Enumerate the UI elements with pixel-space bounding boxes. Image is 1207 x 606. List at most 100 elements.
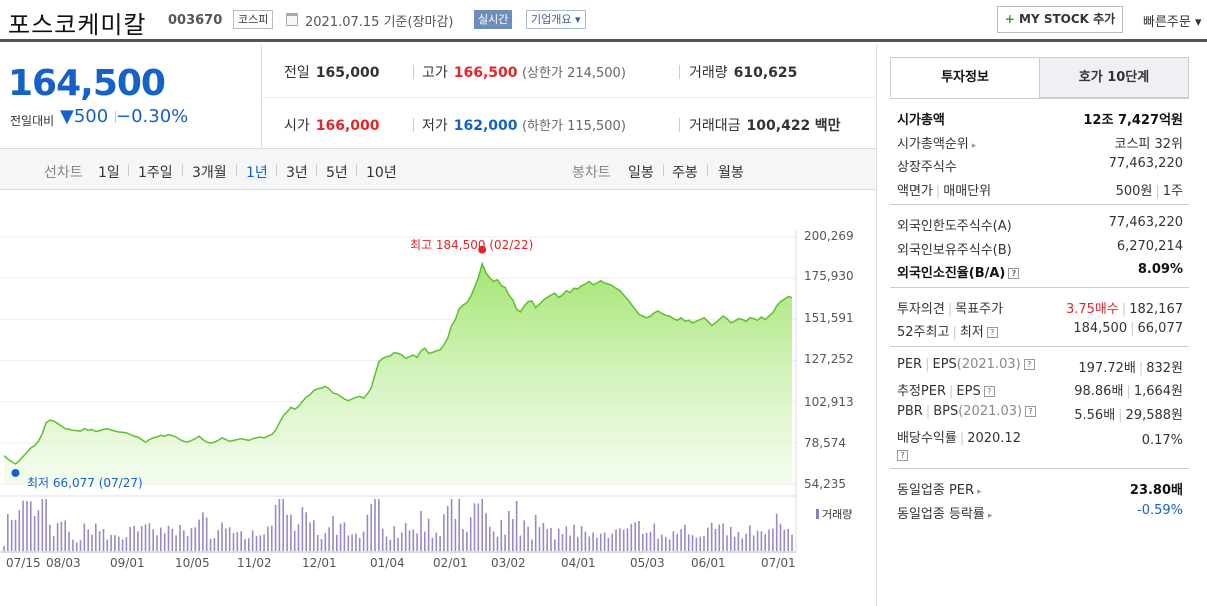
help-icon[interactable]: ?	[1023, 358, 1035, 370]
volume-bar	[496, 536, 499, 551]
info-value-text: 197.72배	[1078, 360, 1136, 376]
info-value: 0.17%	[1141, 433, 1183, 448]
divider	[262, 97, 876, 98]
volume-bar	[642, 533, 644, 551]
volume-bar	[144, 524, 147, 551]
x-tick-label: 02/01	[433, 556, 468, 570]
info-row-sector-change[interactable]: 동일업종 등락률 ▸ -0.59%	[890, 499, 1189, 523]
volume-bar	[733, 536, 736, 551]
volume-bar	[707, 527, 709, 551]
add-my-stock-button[interactable]: + MY STOCK 추가	[997, 6, 1123, 33]
info-value-text: -0.59%	[1137, 502, 1183, 518]
info-label: 외국인소진율(B/A)?	[897, 262, 1020, 281]
info-label: 동일업종 PER ▸	[897, 479, 982, 498]
volume-bar	[251, 530, 254, 552]
volume-bar	[752, 535, 755, 551]
period-10y-tab[interactable]: 10년	[366, 165, 397, 181]
help-icon[interactable]: ?	[1025, 405, 1037, 417]
info-label: 외국인한도주식수(A)	[897, 219, 1012, 234]
volume-bar	[267, 526, 269, 551]
info-label: 시가총액순위 ▸	[897, 133, 976, 152]
volume-bar	[531, 539, 533, 551]
realtime-button[interactable]: 실시간	[474, 10, 513, 29]
divider: |	[925, 356, 930, 372]
volume-bar	[60, 521, 63, 551]
volume-bar	[163, 533, 166, 551]
x-tick-label: 07/15	[6, 556, 41, 570]
divider: |	[959, 431, 965, 446]
info-row-sector-per[interactable]: 동일업종 PER ▸ 23.80배	[890, 475, 1189, 499]
tab-order-book[interactable]: 호가 10단계	[1039, 57, 1189, 98]
volume-bar	[561, 534, 564, 551]
candle-weekly-tab[interactable]: 주봉	[672, 165, 698, 181]
help-icon[interactable]: ?	[1008, 268, 1020, 279]
volume-bar	[397, 537, 399, 551]
volume-bar	[668, 539, 671, 551]
volume-bar	[424, 531, 426, 551]
y-tick-label: 175,930	[804, 269, 854, 283]
company-overview-button[interactable]: 기업개요 ▾	[526, 10, 586, 29]
volume-bar	[282, 499, 284, 551]
volume-bar	[33, 516, 36, 551]
info-label-text: 투자의견	[897, 301, 945, 317]
info-row-cap-rank[interactable]: 시가총액순위 ▸ 코스피 32위	[890, 129, 1189, 153]
change-percent: −0.30%	[116, 106, 189, 127]
volume-bar	[672, 531, 675, 551]
market-badge: 코스피	[233, 10, 274, 29]
volume-bar	[160, 527, 162, 551]
x-tick-label: 08/03	[46, 556, 81, 570]
volume-bar	[772, 528, 774, 551]
y-tick-label: 54,235	[804, 477, 846, 491]
volume-bar	[217, 530, 219, 551]
volume-bar	[684, 524, 686, 551]
candle-daily-tab[interactable]: 일봉	[628, 165, 654, 181]
volume-bar	[527, 526, 529, 551]
volume-bar	[3, 546, 5, 551]
volume-bar	[225, 528, 227, 551]
period-5y-tab[interactable]: 5년	[326, 165, 348, 181]
volume-bar	[599, 533, 602, 551]
info-label-text: PBR	[897, 403, 923, 419]
volume-bar	[596, 537, 598, 551]
volume-bar	[18, 510, 21, 551]
help-icon[interactable]: ?	[983, 386, 995, 397]
volume-bar	[148, 523, 151, 551]
volume-bar	[630, 523, 633, 551]
info-label: 52주최고 | 최저?	[897, 321, 998, 340]
help-icon[interactable]: ?	[897, 450, 908, 461]
info-row-par: 액면가 | 매매단위 500원 | 1주	[890, 176, 1189, 200]
tab-investment-info[interactable]: 투자정보	[890, 57, 1040, 98]
volume-bar	[665, 536, 667, 551]
period-1y-tab[interactable]: 1년	[246, 165, 268, 181]
volume-bar	[634, 522, 636, 551]
volume-bar	[358, 537, 361, 551]
price-chart[interactable]: 200,269 175,930 151,591 127,252 102,913 …	[0, 190, 876, 606]
volume-bar	[412, 529, 415, 551]
period-1d-tab[interactable]: 1일	[98, 165, 120, 181]
period-1w-tab[interactable]: 1주일	[138, 165, 173, 181]
high-annotation: 최고 184,500 (02/22)	[410, 238, 534, 252]
stat-value: 162,000	[453, 118, 518, 134]
period-3m-tab[interactable]: 3개월	[192, 165, 227, 181]
info-value-text: 832원	[1146, 360, 1183, 376]
info-period: 2020.12	[967, 431, 1021, 446]
quick-order-button[interactable]: 빠른주문 ▾	[1143, 15, 1202, 30]
volume-bar	[301, 507, 304, 551]
volume-bar	[370, 504, 372, 551]
divider	[707, 164, 708, 176]
info-value-text: 184,500	[1073, 321, 1128, 336]
info-label: 추정PER | EPS?	[897, 380, 995, 399]
volume-bar	[290, 514, 292, 551]
volume-legend: 거래량	[816, 506, 852, 522]
volume-bar	[550, 528, 552, 551]
x-tick-label: 10/05	[175, 556, 210, 570]
info-tabs: 투자정보 호가 10단계	[890, 57, 1189, 98]
volume-bar	[56, 523, 59, 551]
period-3y-tab[interactable]: 3년	[286, 165, 308, 181]
divider: |	[952, 325, 957, 340]
candle-monthly-tab[interactable]: 월봉	[718, 165, 744, 181]
info-value-text: 1,664원	[1133, 384, 1183, 399]
help-icon[interactable]: ?	[986, 327, 998, 338]
info-label-text: 시가총액순위	[897, 136, 969, 152]
low-point-marker	[11, 468, 20, 477]
